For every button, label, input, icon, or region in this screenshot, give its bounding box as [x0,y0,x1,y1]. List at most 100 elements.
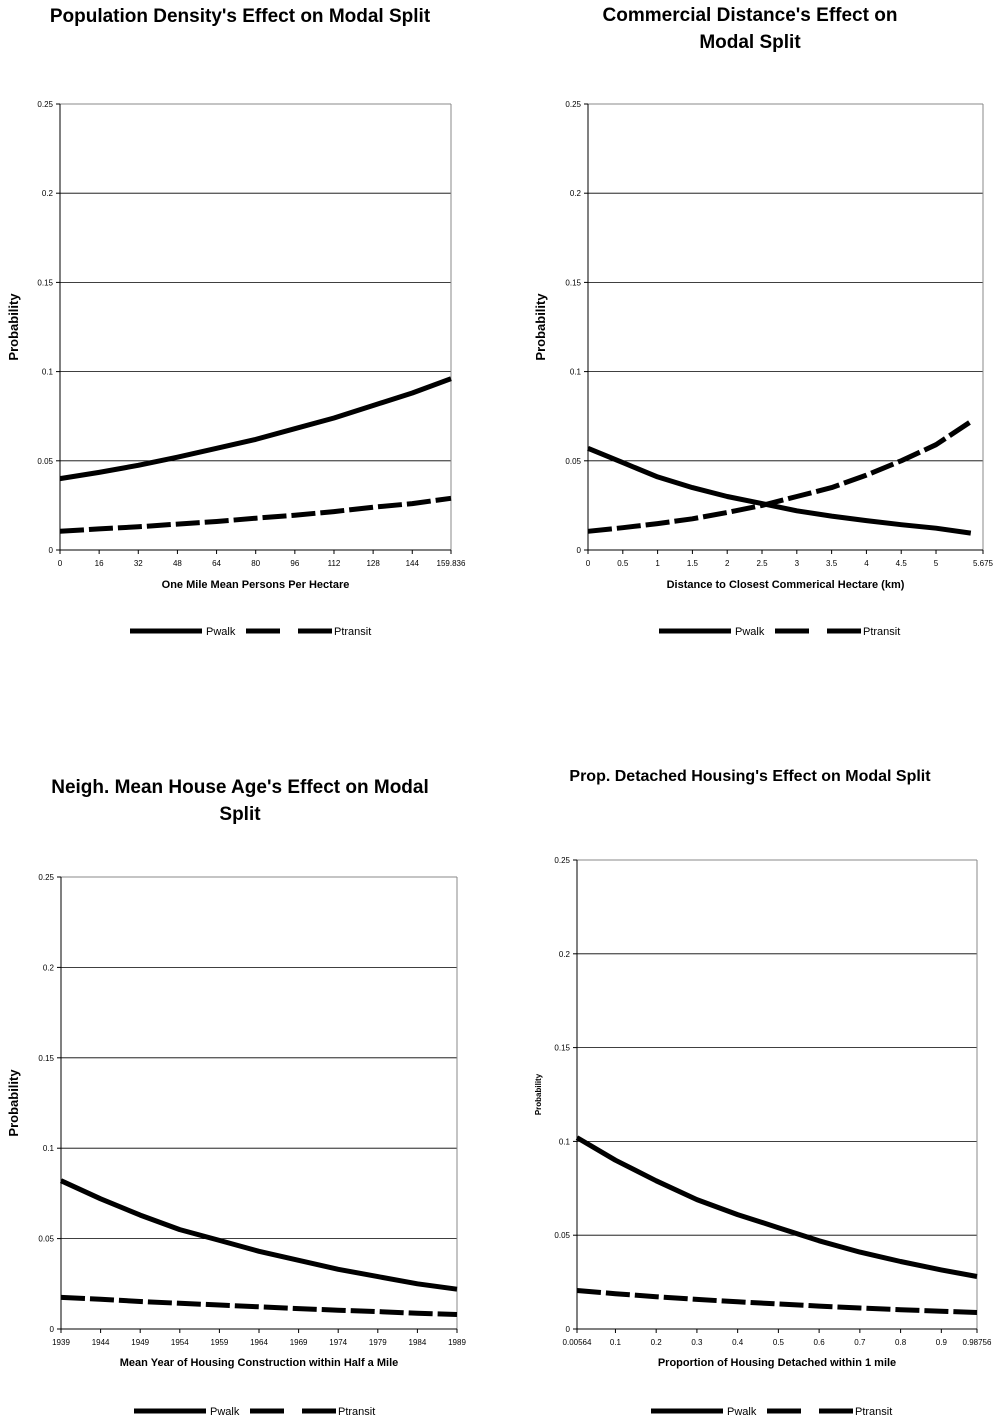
x-tick-label: 0.7 [854,1338,866,1347]
x-axis-title: Proportion of Housing Detached within 1 … [658,1357,896,1369]
x-tick-label: 5 [934,559,939,568]
x-tick-label: 0.00564 [563,1338,592,1347]
y-tick-label: 0.25 [554,856,570,865]
x-axis-title: Distance to Closest Commerical Hectare (… [667,579,905,591]
y-tick-label: 0.2 [43,963,55,972]
x-tick-label: 1964 [250,1338,268,1347]
y-tick-label: 0.1 [570,368,582,377]
y-tick-label: 0.1 [42,368,54,377]
x-tick-label: 0 [586,559,591,568]
legend-label-ptransit: Ptransit [863,626,900,638]
y-tick-label: 0 [50,1325,55,1334]
x-tick-label: 2 [725,559,730,568]
y-tick-label: 0.2 [570,189,582,198]
series-line-pwalk [577,1138,977,1277]
y-tick-label: 0.2 [42,189,54,198]
y-tick-label: 0.05 [37,457,53,466]
x-tick-label: 1 [655,559,660,568]
chart-title: Prop. Detached Housing's Effect on Modal… [505,765,995,789]
x-tick-label: 2.5 [756,559,768,568]
y-tick-label: 0.05 [565,457,581,466]
series-line-pwalk [60,379,451,479]
x-tick-label: 1979 [369,1338,387,1347]
x-tick-label: 0.6 [814,1338,826,1347]
chart-title: Commercial Distance's Effect on Modal Sp… [505,2,995,56]
legend-label-ptransit: Ptransit [855,1406,892,1418]
x-tick-label: 0.2 [651,1338,663,1347]
legend-label-pwalk: Pwalk [210,1406,240,1418]
y-axis-title: Probability [533,293,548,361]
x-tick-label: 1939 [52,1338,70,1347]
x-tick-label: 0.5 [773,1338,785,1347]
x-axis-title: Mean Year of Housing Construction within… [120,1357,399,1369]
y-tick-label: 0.2 [559,950,571,959]
x-tick-label: 1944 [92,1338,110,1347]
x-tick-label: 32 [134,559,143,568]
commercial-distance-chart-panel: Commercial Distance's Effect on Modal Sp… [505,0,995,660]
series-line-ptransit [577,1291,977,1313]
detached-housing-chart: 0 0.05 0.1 0.15 0.2 0.25 0.00564 0.1 0.2 0.3 0.4 0.… [505,770,995,1423]
x-tick-label: 159.836 [437,559,466,568]
population-density-chart-panel: Population Density's Effect on Modal Spl… [0,0,480,660]
x-axis-title: One Mile Mean Persons Per Hectare [162,579,350,591]
x-tick-label: 4 [864,559,869,568]
x-tick-label: 1.5 [687,559,699,568]
x-tick-label: 64 [212,559,221,568]
x-tick-label: 0.3 [691,1338,703,1347]
y-tick-label: 0 [566,1325,571,1334]
legend-label-pwalk: Pwalk [727,1406,757,1418]
x-tick-label: 0.8 [895,1338,907,1347]
x-tick-label: 0 [58,559,63,568]
x-tick-label: 96 [290,559,299,568]
legend-label-pwalk: Pwalk [206,626,236,638]
series-line-ptransit [588,422,971,532]
x-tick-label: 0.4 [732,1338,744,1347]
x-tick-label: 0.1 [610,1338,622,1347]
y-tick-label: 0.25 [37,100,53,109]
chart-title: Neigh. Mean House Age's Effect on Modal … [0,774,480,828]
x-tick-label: 1954 [171,1338,189,1347]
legend-label-ptransit: Ptransit [334,626,371,638]
y-axis-title: Probability [6,293,21,361]
y-tick-label: 0.25 [565,100,581,109]
x-tick-label: 1984 [409,1338,427,1347]
y-tick-label: 0 [49,546,54,555]
x-tick-label: 4.5 [896,559,908,568]
x-tick-label: 144 [406,559,420,568]
y-tick-label: 0.15 [38,1054,54,1063]
legend-label-ptransit: Ptransit [338,1406,375,1418]
x-tick-label: 112 [328,559,341,568]
y-tick-label: 0.25 [38,873,54,882]
x-tick-label: 0.5 [617,559,629,568]
series-line-pwalk [61,1181,457,1290]
y-axis-title: Probability [534,1073,543,1115]
chart-title: Population Density's Effect on Modal Spl… [0,3,480,30]
legend-label-pwalk: Pwalk [735,626,765,638]
x-tick-label: 1949 [131,1338,149,1347]
x-tick-label: 1969 [290,1338,308,1347]
y-tick-label: 0.1 [43,1144,55,1153]
x-tick-label: 0.98756 [963,1338,992,1347]
x-tick-label: 1974 [329,1338,347,1347]
detached-housing-chart-panel: Prop. Detached Housing's Effect on Modal… [505,770,995,1423]
x-tick-label: 1959 [211,1338,229,1347]
y-tick-label: 0.15 [565,278,581,287]
x-tick-label: 128 [366,559,380,568]
x-tick-label: 3 [795,559,800,568]
house-age-chart-panel: Neigh. Mean House Age's Effect on Modal … [0,770,480,1423]
x-tick-label: 3.5 [826,559,838,568]
series-line-ptransit [61,1297,457,1314]
y-tick-label: 0.15 [554,1044,570,1053]
x-tick-label: 1989 [448,1338,466,1347]
series-line-ptransit [60,498,451,531]
x-tick-label: 80 [251,559,260,568]
y-tick-label: 0.1 [559,1137,571,1146]
x-tick-label: 5.675 [973,559,994,568]
y-axis-title: Probability [6,1069,21,1137]
x-tick-label: 0.9 [936,1338,948,1347]
y-tick-label: 0.05 [554,1231,570,1240]
x-tick-label: 48 [173,559,182,568]
